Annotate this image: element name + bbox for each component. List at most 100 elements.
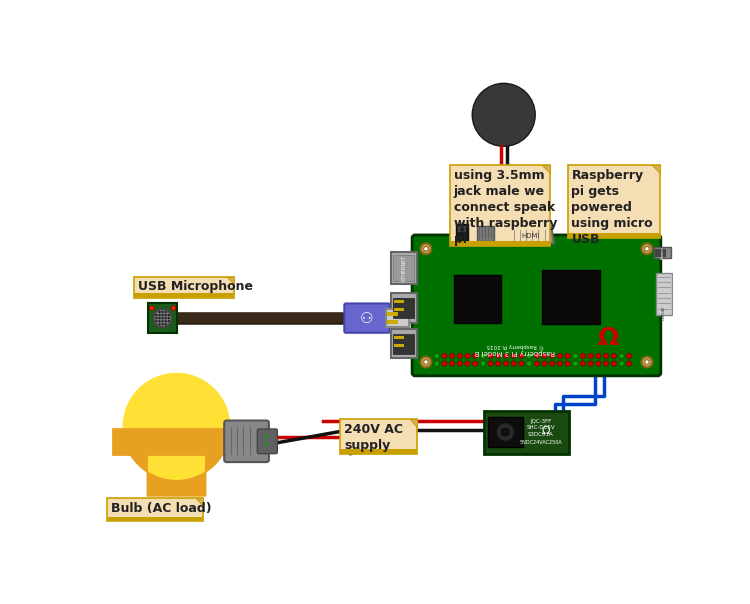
Circle shape bbox=[164, 323, 166, 326]
Text: JQC-3FF: JQC-3FF bbox=[530, 419, 551, 424]
FancyBboxPatch shape bbox=[391, 329, 417, 358]
Circle shape bbox=[161, 320, 164, 323]
Circle shape bbox=[526, 353, 532, 359]
Text: HDMI: HDMI bbox=[521, 234, 540, 240]
Circle shape bbox=[511, 353, 517, 359]
Circle shape bbox=[265, 435, 268, 439]
Circle shape bbox=[171, 306, 176, 310]
Circle shape bbox=[478, 89, 530, 141]
Polygon shape bbox=[652, 165, 660, 173]
Circle shape bbox=[434, 361, 439, 366]
FancyBboxPatch shape bbox=[454, 275, 502, 323]
FancyBboxPatch shape bbox=[456, 224, 468, 241]
Circle shape bbox=[496, 107, 512, 123]
Circle shape bbox=[480, 353, 486, 359]
Text: Bulb (AC load): Bulb (AC load) bbox=[111, 502, 212, 515]
Circle shape bbox=[580, 353, 586, 359]
Circle shape bbox=[550, 361, 555, 366]
FancyBboxPatch shape bbox=[394, 300, 404, 303]
Circle shape bbox=[167, 314, 170, 316]
Text: DISPLAY: DISPLAY bbox=[662, 306, 666, 320]
Circle shape bbox=[626, 353, 632, 359]
Circle shape bbox=[526, 361, 532, 366]
Polygon shape bbox=[410, 419, 418, 426]
FancyBboxPatch shape bbox=[477, 226, 494, 241]
FancyBboxPatch shape bbox=[391, 252, 417, 284]
Circle shape bbox=[588, 361, 593, 366]
FancyBboxPatch shape bbox=[224, 420, 268, 462]
FancyBboxPatch shape bbox=[488, 417, 523, 447]
FancyBboxPatch shape bbox=[388, 320, 398, 324]
Circle shape bbox=[465, 361, 470, 366]
Circle shape bbox=[458, 353, 463, 359]
Circle shape bbox=[472, 361, 478, 366]
Circle shape bbox=[158, 317, 160, 320]
Circle shape bbox=[611, 361, 616, 366]
Text: Raspberry
pi gets
powered
using micro
USB: Raspberry pi gets powered using micro US… bbox=[572, 169, 653, 246]
Circle shape bbox=[497, 109, 510, 121]
FancyBboxPatch shape bbox=[450, 165, 550, 246]
Circle shape bbox=[473, 84, 535, 146]
Circle shape bbox=[641, 243, 652, 254]
Circle shape bbox=[265, 443, 268, 446]
Circle shape bbox=[442, 361, 447, 366]
FancyBboxPatch shape bbox=[394, 308, 404, 311]
Circle shape bbox=[619, 361, 624, 366]
FancyBboxPatch shape bbox=[656, 249, 666, 257]
FancyBboxPatch shape bbox=[107, 517, 203, 521]
Circle shape bbox=[488, 100, 519, 130]
Circle shape bbox=[149, 306, 154, 310]
Circle shape bbox=[155, 314, 158, 316]
Circle shape bbox=[496, 361, 501, 366]
Circle shape bbox=[503, 361, 509, 366]
Circle shape bbox=[164, 311, 166, 313]
Circle shape bbox=[580, 361, 586, 366]
Circle shape bbox=[153, 309, 172, 327]
Circle shape bbox=[565, 353, 570, 359]
Polygon shape bbox=[128, 451, 224, 496]
Text: S3DC01A: S3DC01A bbox=[528, 432, 554, 437]
Circle shape bbox=[158, 314, 160, 316]
Text: ETHERNET: ETHERNET bbox=[401, 255, 406, 281]
FancyBboxPatch shape bbox=[542, 271, 600, 324]
Circle shape bbox=[596, 353, 602, 359]
Text: Power: Power bbox=[660, 246, 664, 259]
Circle shape bbox=[645, 360, 650, 364]
Circle shape bbox=[442, 353, 447, 359]
Circle shape bbox=[477, 88, 531, 142]
Circle shape bbox=[542, 353, 548, 359]
Text: Ω: Ω bbox=[542, 426, 550, 435]
FancyBboxPatch shape bbox=[654, 247, 670, 258]
Circle shape bbox=[449, 361, 454, 366]
Circle shape bbox=[155, 317, 158, 320]
Circle shape bbox=[164, 320, 166, 323]
Polygon shape bbox=[196, 498, 203, 506]
Circle shape bbox=[487, 98, 520, 132]
Circle shape bbox=[164, 314, 166, 316]
Circle shape bbox=[458, 361, 463, 366]
Circle shape bbox=[161, 317, 164, 320]
Circle shape bbox=[503, 353, 509, 359]
FancyBboxPatch shape bbox=[393, 298, 415, 318]
Circle shape bbox=[626, 361, 632, 366]
FancyBboxPatch shape bbox=[568, 233, 660, 238]
Circle shape bbox=[424, 360, 428, 364]
Circle shape bbox=[480, 91, 527, 139]
FancyBboxPatch shape bbox=[458, 226, 466, 232]
FancyBboxPatch shape bbox=[394, 344, 404, 347]
Circle shape bbox=[496, 107, 512, 123]
Circle shape bbox=[167, 320, 170, 323]
FancyBboxPatch shape bbox=[134, 277, 234, 298]
Circle shape bbox=[480, 361, 486, 366]
Circle shape bbox=[604, 353, 609, 359]
Circle shape bbox=[604, 361, 609, 366]
Circle shape bbox=[472, 353, 478, 359]
Circle shape bbox=[534, 361, 539, 366]
Text: Ω: Ω bbox=[597, 326, 618, 350]
Circle shape bbox=[465, 353, 470, 359]
Circle shape bbox=[519, 353, 524, 359]
Circle shape bbox=[424, 246, 428, 251]
FancyBboxPatch shape bbox=[391, 294, 417, 323]
Circle shape bbox=[161, 323, 164, 326]
Text: 5NDC24VAC250A: 5NDC24VAC250A bbox=[519, 440, 562, 445]
